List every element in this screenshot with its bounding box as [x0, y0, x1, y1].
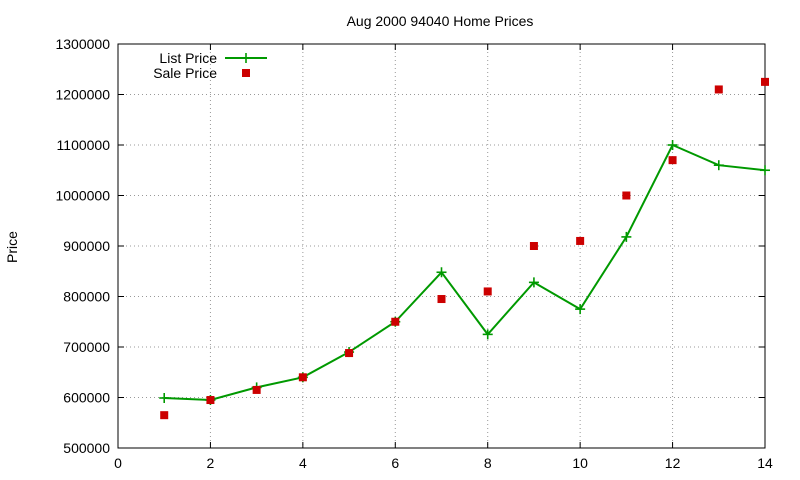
series-layer: [159, 77, 770, 420]
sale-price-point: [252, 385, 261, 394]
grid-layer: [118, 44, 765, 448]
sale-price-point: [576, 236, 585, 245]
legend-label: List Price: [159, 50, 217, 66]
y-tick-label: 1300000: [55, 36, 110, 52]
sale-price-point: [529, 242, 538, 250]
legend-label: Sale Price: [153, 65, 217, 81]
sale-price-point: [391, 317, 400, 326]
list-price-line: [164, 143, 766, 402]
list-price-point: [159, 393, 170, 404]
list-price-point: [760, 165, 770, 176]
list-price-point: [436, 267, 447, 278]
sale-price-point: [622, 191, 631, 200]
x-tick-label: 10: [572, 455, 588, 471]
sale-price-point: [298, 373, 307, 382]
list-price-point: [713, 160, 724, 171]
plot-frame: [117, 43, 766, 449]
x-tick-label: 12: [665, 455, 681, 471]
ticks-layer: 0 2 4 6 8 10 12 14 500000 600000 700000 800000 90000…: [55, 36, 773, 471]
legend-square-swatch: [242, 69, 250, 77]
sale-price-point: [160, 411, 169, 420]
x-tick-label: 8: [484, 455, 492, 471]
x-tick-label: 2: [207, 455, 215, 471]
x-tick-label: 6: [391, 455, 399, 471]
y-tick-label: 800000: [63, 289, 110, 305]
legend-plus-swatch: [241, 53, 251, 63]
x-tick-label: 14: [757, 455, 773, 471]
list-price-point: [528, 277, 539, 288]
sale-price-point: [483, 287, 492, 296]
list-price-point: [482, 329, 493, 340]
y-tick-label: 1100000: [57, 137, 111, 153]
y-axis-label: Price: [4, 231, 20, 263]
sale-price-point: [345, 349, 354, 358]
x-tick-label: 4: [299, 455, 307, 471]
chart-title: Aug 2000 94040 Home Prices: [347, 13, 534, 29]
list-price-point: [667, 140, 678, 150]
y-tick-label: 600000: [63, 390, 110, 406]
sale-price-point: [206, 396, 215, 405]
sale-price-point: [761, 77, 769, 86]
sale-price-point: [668, 156, 677, 165]
y-tick-label: 1200000: [55, 87, 110, 103]
y-tick-label: 1000000: [55, 188, 110, 204]
sale-price-point: [714, 85, 723, 94]
sale-price-point: [437, 295, 446, 304]
x-tick-label: 0: [114, 455, 122, 471]
y-tick-label: 900000: [63, 238, 110, 254]
y-tick-label: 500000: [63, 440, 110, 456]
list-price-point: [621, 231, 632, 242]
list-price-point: [575, 304, 586, 315]
y-tick-label: 700000: [63, 339, 110, 355]
